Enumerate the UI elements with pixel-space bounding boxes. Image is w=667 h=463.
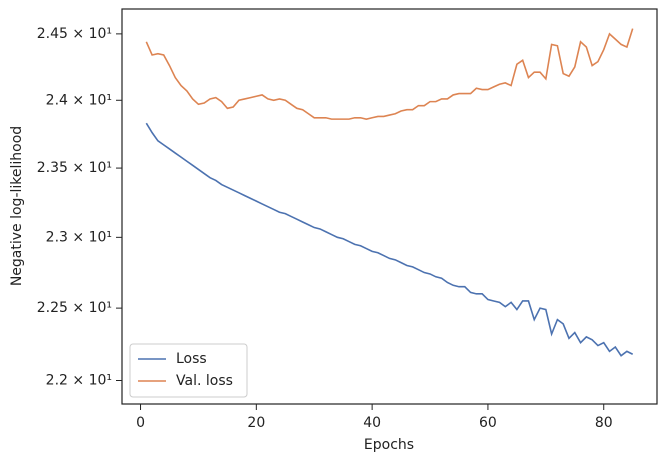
x-tick-label: 60	[479, 415, 497, 431]
y-tick-label: 2.35 × 10¹	[37, 160, 112, 176]
legend: Loss Val. loss	[129, 343, 248, 398]
legend-box	[129, 343, 248, 398]
x-tick-label: 40	[363, 415, 381, 431]
x-tick-label: 20	[247, 415, 265, 431]
line-series	[145, 122, 634, 357]
y-tick-label: 2.25 × 10¹	[37, 300, 112, 316]
y-tick-label: 2.45 × 10¹	[37, 26, 112, 42]
y-tick-label: 2.4 × 10¹	[46, 92, 112, 108]
legend-label: Val. loss	[176, 373, 233, 389]
x-axis-label: Epochs	[364, 437, 414, 453]
x-tick-label: 80	[595, 415, 613, 431]
legend-label: Loss	[176, 351, 207, 367]
y-tick-label: 2.2 × 10¹	[46, 372, 112, 388]
y-tick-label: 2.3 × 10¹	[46, 229, 112, 245]
plot-frame	[121, 8, 658, 405]
line-series	[145, 28, 634, 120]
x-tick-label: 0	[136, 415, 145, 431]
y-axis-label: Negative log-likelihood	[9, 126, 25, 286]
